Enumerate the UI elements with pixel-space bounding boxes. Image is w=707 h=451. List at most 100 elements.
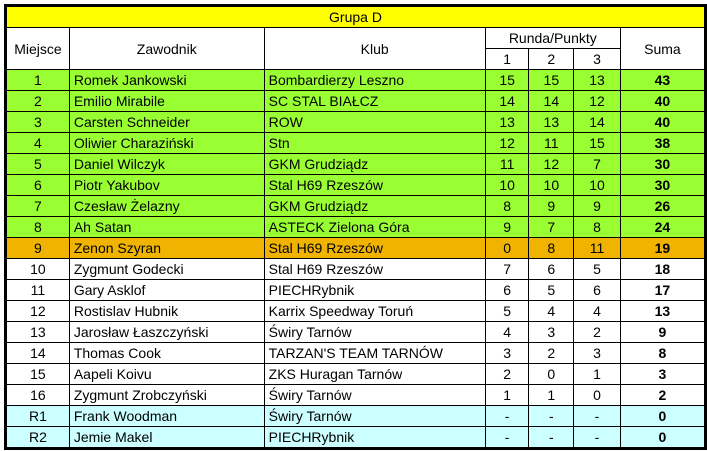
cell-r1: 6 [484, 279, 530, 301]
cell-r1: 9 [484, 216, 530, 238]
cell-r1: 5 [484, 300, 530, 322]
cell-rider: Oliwier Charaziński [68, 132, 265, 154]
cell-r1: 8 [484, 195, 530, 217]
cell-club: Stal H69 Rzeszów [263, 237, 486, 259]
table-row: R1 Frank Woodman Świry Tarnów - - -0 [5, 405, 707, 427]
table-row: 5 Daniel Wilczyk GKM Grudziądz 11 12 7 30 [5, 153, 707, 175]
table-row: 6 Piotr Yakubov Stal H69 Rzeszów 10 10 10 30 [5, 174, 707, 196]
table-row: 14 Thomas Cook TARZAN'S TEAM TARNÓW 3 2 3 8 [5, 342, 707, 364]
cell-r2: 9 [528, 195, 575, 217]
cell-sum: 9 [619, 321, 707, 343]
cell-place: 5 [5, 153, 70, 175]
cell-rider: Aapeli Koivu [68, 363, 265, 385]
cell-sum: 43 [619, 69, 707, 91]
cell-place: 13 [5, 321, 70, 343]
cell-r2: 1 [528, 384, 575, 406]
cell-r2: 12 [528, 153, 575, 175]
header-rider: Zawodnik [68, 27, 265, 70]
cell-sum: 19 [619, 237, 707, 259]
cell-place: 1 [5, 69, 70, 91]
cell-sum: 2 [619, 384, 707, 406]
cell-rider: Emilio Mirabile [68, 90, 265, 112]
table-row: 11 Gary Asklof PIECHRybnik 6 5 6 17 [5, 279, 707, 301]
table-row: 13 Jarosław Łaszczyński Świry Tarnów 4 3 2 9 [5, 321, 707, 343]
cell-r1: 4 [484, 321, 530, 343]
table-row: 1 Romek Jankowski Bombardierzy Leszno 15 15 1… [5, 69, 707, 91]
cell-club: Bombardierzy Leszno [263, 69, 486, 91]
cell-sum: 40 [619, 111, 707, 133]
header-sum: Suma [619, 27, 707, 70]
cell-place: 6 [5, 174, 70, 196]
cell-sum: 8 [619, 342, 707, 364]
cell-club: ROW [263, 111, 486, 133]
table-row: 3 Carsten Schneider ROW 13 13 14 40 [5, 111, 707, 133]
table-row: 7 Czesław Żelazny GKM Grudziądz 8 9 9 26 [5, 195, 707, 217]
cell-r3: 14 [573, 111, 621, 133]
table-row: 9 Zenon Szyran Stal H69 Rzeszów 0 8 11 19 [5, 237, 707, 259]
cell-r2: 15 [528, 69, 575, 91]
cell-r1: - [484, 405, 530, 427]
cell-club: GKM Grudziądz [263, 153, 486, 175]
cell-club: Świry Tarnów [263, 405, 486, 427]
cell-r2: 3 [528, 321, 575, 343]
cell-place: 3 [5, 111, 70, 133]
cell-club: Stal H69 Rzeszów [263, 174, 486, 196]
cell-rider: Gary Asklof [68, 279, 265, 301]
cell-r1: - [484, 426, 530, 449]
cell-rider: Carsten Schneider [68, 111, 265, 133]
cell-r3: 13 [573, 69, 621, 91]
cell-rider: Frank Woodman [68, 405, 265, 427]
table-row: 8 Ah Satan ASTECK Zielona Góra 9 7 8 24 [5, 216, 707, 238]
cell-r3: 7 [573, 153, 621, 175]
cell-r3: 4 [573, 300, 621, 322]
cell-r1: 3 [484, 342, 530, 364]
cell-rider: Rostislav Hubnik [68, 300, 265, 322]
header-place: Miejsce [5, 27, 70, 70]
cell-r2: 5 [528, 279, 575, 301]
cell-r3: 3 [573, 342, 621, 364]
cell-r3: - [573, 426, 621, 449]
header-round-3: 3 [573, 48, 621, 70]
cell-r3: 15 [573, 132, 621, 154]
cell-rider: Jemie Makel [68, 426, 265, 449]
cell-r1: 7 [484, 258, 530, 280]
cell-sum: 38 [619, 132, 707, 154]
cell-r2: 10 [528, 174, 575, 196]
cell-sum: 30 [619, 153, 707, 175]
cell-r1: 1 [484, 384, 530, 406]
cell-club: Świry Tarnów [263, 384, 486, 406]
cell-sum: 17 [619, 279, 707, 301]
cell-sum: 24 [619, 216, 707, 238]
cell-r1: 13 [484, 111, 530, 133]
cell-rider: Romek Jankowski [68, 69, 265, 91]
cell-r3: 10 [573, 174, 621, 196]
header-round-1: 1 [484, 48, 530, 70]
cell-rider: Czesław Żelazny [68, 195, 265, 217]
cell-r3: 8 [573, 216, 621, 238]
cell-club: ASTECK Zielona Góra [263, 216, 486, 238]
cell-rider: Daniel Wilczyk [68, 153, 265, 175]
cell-place: 15 [5, 363, 70, 385]
cell-place: 12 [5, 300, 70, 322]
table-row: 4 Oliwier Charaziński Stn 12 11 15 38 [5, 132, 707, 154]
cell-r3: - [573, 405, 621, 427]
cell-rider: Zygmunt Godecki [68, 258, 265, 280]
table-row: 15 Aapeli Koivu ZKS Huragan Tarnów 2 0 1 3 [5, 363, 707, 385]
cell-club: Stn [263, 132, 486, 154]
cell-club: SC STAL BIAŁCZ [263, 90, 486, 112]
cell-r3: 9 [573, 195, 621, 217]
table-row: 10 Zygmunt Godecki Stal H69 Rzeszów 7 6 5 18 [5, 258, 707, 280]
header-club: Klub [263, 27, 486, 70]
cell-place: 7 [5, 195, 70, 217]
table-row: R2 Jemie Makel PIECHRybnik - - -0 [5, 426, 707, 449]
cell-place: 16 [5, 384, 70, 406]
cell-r3: 11 [573, 237, 621, 259]
cell-r2: - [528, 405, 575, 427]
cell-place: R2 [5, 426, 70, 449]
cell-rider: Zygmunt Zrobczyński [68, 384, 265, 406]
cell-place: 11 [5, 279, 70, 301]
cell-rider: Jarosław Łaszczyński [68, 321, 265, 343]
cell-r1: 15 [484, 69, 530, 91]
cell-r2: 4 [528, 300, 575, 322]
cell-club: Świry Tarnów [263, 321, 486, 343]
